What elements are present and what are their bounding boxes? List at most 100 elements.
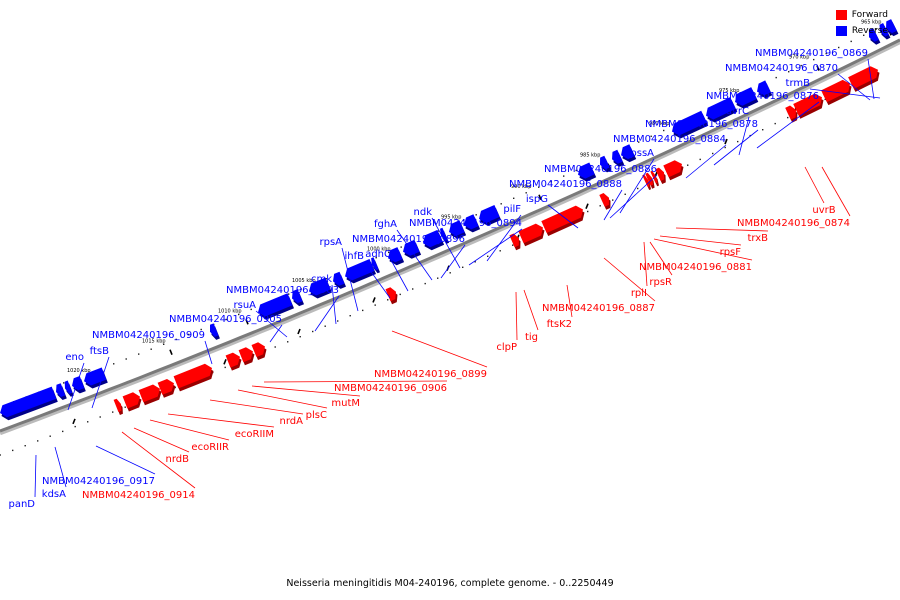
minor-tick-above bbox=[200, 328, 202, 331]
label-trxb-forward: trxB bbox=[747, 233, 768, 244]
minor-tick-above bbox=[225, 318, 227, 321]
minor-tick-below bbox=[762, 129, 764, 131]
gene-body bbox=[309, 277, 331, 296]
gene-body bbox=[518, 223, 543, 244]
minor-tick-below bbox=[587, 210, 589, 213]
gene-body bbox=[64, 380, 73, 394]
legend-reverse-swatch bbox=[835, 26, 847, 36]
gene-body bbox=[0, 386, 57, 418]
gene-body bbox=[122, 392, 140, 409]
leader-line bbox=[738, 116, 750, 156]
major-tick-above bbox=[245, 319, 249, 325]
label-nmbm04240196-0914-forward: NMBM04240196_0914 bbox=[82, 490, 195, 501]
minor-tick-above bbox=[563, 175, 565, 177]
label-nmbm04240196-0903-reverse: NMBM04240196_0903 bbox=[226, 285, 339, 296]
label-rsua-reverse: rsuA bbox=[234, 300, 257, 311]
gene-reverse bbox=[64, 380, 74, 397]
minor-tick-below bbox=[274, 346, 276, 348]
label-nmbm04240196-0894-reverse: NMBM04240196_0894 bbox=[409, 218, 522, 229]
gene-body bbox=[599, 193, 609, 207]
minor-tick-below bbox=[824, 98, 826, 101]
leader-line bbox=[149, 419, 230, 441]
leader-line bbox=[91, 356, 110, 409]
label-eno-reverse: eno bbox=[65, 352, 84, 363]
gene-body bbox=[157, 379, 174, 395]
minor-tick-below bbox=[487, 255, 489, 257]
minor-tick-below bbox=[637, 187, 639, 190]
gene-body bbox=[821, 79, 850, 103]
label-nrdb-forward: nrdB bbox=[166, 454, 190, 465]
label-rpsr-forward: rpsR bbox=[649, 277, 672, 288]
gene-body bbox=[785, 105, 796, 120]
legend-reverse: Reverse bbox=[835, 26, 888, 36]
gene-reverse bbox=[371, 257, 380, 274]
gene-body bbox=[56, 383, 66, 397]
gene-reverse bbox=[868, 28, 881, 45]
leader-line bbox=[659, 235, 742, 246]
label-nmbm04240196-0870-reverse: NMBM04240196_0870 bbox=[725, 63, 838, 74]
gene-reverse bbox=[886, 19, 899, 37]
minor-tick-below bbox=[87, 421, 89, 423]
minor-tick-above bbox=[838, 46, 840, 49]
major-tick-above bbox=[816, 65, 820, 71]
minor-tick-above bbox=[150, 348, 152, 350]
leader-line bbox=[237, 389, 328, 409]
gene-forward bbox=[599, 193, 611, 210]
gene-body bbox=[793, 93, 822, 116]
gene-body bbox=[868, 28, 879, 42]
minor-tick-below bbox=[337, 320, 339, 322]
major-tick-below bbox=[223, 359, 227, 365]
leader-line bbox=[756, 101, 820, 149]
label-mutm-forward: mutM bbox=[331, 398, 360, 409]
minor-tick-below bbox=[687, 164, 689, 166]
minor-tick-above bbox=[638, 141, 640, 143]
minor-tick-above bbox=[800, 64, 802, 67]
leader-line bbox=[809, 88, 881, 99]
label-leaders bbox=[34, 58, 881, 498]
leader-line bbox=[603, 189, 623, 221]
leader-line bbox=[804, 166, 825, 204]
gene-labels: NMBM04240196_0869 NMBM04240196_0870 trmB NM… bbox=[8, 48, 868, 510]
leader-line bbox=[603, 257, 656, 302]
gene-reverse bbox=[423, 229, 445, 251]
gene-body bbox=[541, 205, 583, 233]
gene-reverse bbox=[672, 110, 709, 139]
gene-reverse bbox=[210, 323, 220, 340]
minor-tick-below bbox=[499, 250, 501, 252]
label-nrda-forward: nrdA bbox=[280, 416, 304, 427]
label-nmbm04240196-0906-forward: NMBM04240196_0906 bbox=[334, 383, 447, 394]
tick-label: 995 kbp bbox=[441, 215, 461, 221]
minor-tick-below bbox=[224, 366, 226, 369]
minor-tick-below bbox=[124, 406, 126, 408]
gene-reverse bbox=[621, 144, 637, 163]
minor-tick-above bbox=[825, 52, 827, 55]
gene-body bbox=[886, 19, 897, 34]
tick-label: 980 kbp bbox=[649, 121, 669, 127]
gene-body bbox=[663, 160, 682, 178]
leader-line bbox=[867, 58, 875, 100]
minor-tick-above bbox=[463, 219, 465, 221]
tick-label: 1015 kbp bbox=[142, 339, 166, 345]
gene-body bbox=[449, 220, 465, 236]
gene-forward bbox=[509, 233, 521, 251]
label-tig-forward: tig bbox=[525, 332, 538, 343]
minor-tick-below bbox=[724, 146, 726, 149]
minor-tick-below bbox=[787, 116, 789, 119]
minor-tick-below bbox=[474, 261, 476, 263]
gene-body bbox=[848, 66, 878, 89]
minor-tick-below bbox=[312, 330, 314, 333]
gene-forward bbox=[650, 170, 659, 187]
leader-line bbox=[121, 431, 196, 489]
label-nmbm04240196-0881-forward: NMBM04240196_0881 bbox=[639, 262, 752, 273]
gene-body bbox=[655, 167, 665, 181]
legend-forward-swatch bbox=[835, 10, 847, 20]
leader-line bbox=[54, 446, 67, 488]
leader-line bbox=[653, 238, 753, 261]
minor-tick-below bbox=[362, 309, 364, 312]
gene-reverse bbox=[56, 383, 67, 400]
leader-line bbox=[523, 289, 539, 331]
minor-tick-below bbox=[624, 193, 626, 195]
gene-forward bbox=[225, 352, 242, 371]
tick-label: 1000 kbp bbox=[367, 247, 391, 253]
gene-forward bbox=[385, 287, 398, 305]
